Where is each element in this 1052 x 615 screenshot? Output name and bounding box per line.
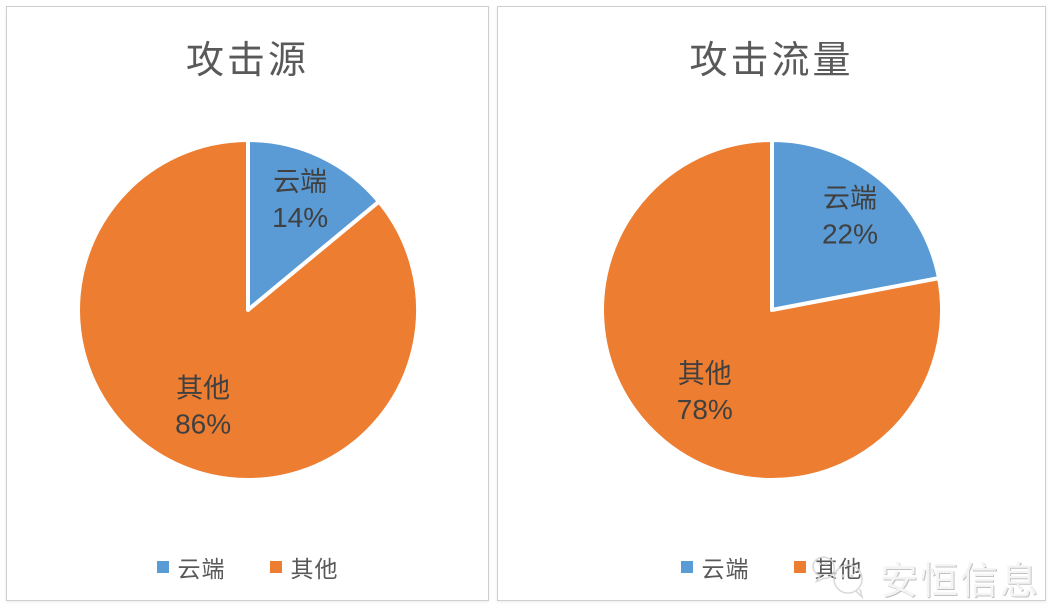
chart-legend: 云端 其他: [498, 550, 1045, 584]
pie-slice-cloud: [769, 138, 941, 312]
pie-chart-attack-traffic: 云端 22% 其他 78%: [599, 138, 944, 482]
slice-label-other: 其他 78%: [676, 359, 732, 425]
legend-label: 云端: [701, 557, 750, 582]
legend-swatch: [680, 561, 693, 573]
legend-label: 其他: [290, 557, 339, 582]
chart-panel-attack-traffic: 攻击流量 云端 22% 其他 78% 云端 其他: [497, 6, 1046, 601]
legend-item-cloud: 云端: [680, 550, 750, 584]
pie-slice-other: [75, 138, 420, 482]
legend-swatch: [156, 561, 169, 573]
legend-label: 云端: [177, 557, 226, 582]
legend-label: 其他: [814, 557, 863, 582]
slice-label-cloud: 云端 22%: [821, 184, 877, 250]
legend-item-cloud: 云端: [156, 550, 226, 584]
pie-slice-other: [599, 138, 944, 482]
chart-title-attack-traffic: 攻击流量: [689, 40, 854, 82]
legend-swatch: [269, 561, 282, 573]
legend-swatch: [793, 561, 806, 573]
legend-item-other: 其他: [269, 550, 339, 584]
pie-slice-cloud: [245, 138, 381, 312]
slice-label-cloud: 云端 14%: [272, 167, 328, 233]
chart-title-attack-source: 攻击源: [185, 40, 309, 82]
legend-item-other: 其他: [793, 550, 863, 584]
chart-legend: 云端 其他: [7, 550, 488, 584]
pie-chart-attack-source: 云端 14% 其他 86%: [75, 138, 420, 482]
chart-panel-attack-source: 攻击源 云端 14% 其他 86% 云端 其他: [6, 6, 489, 601]
slice-label-other: 其他 86%: [175, 373, 231, 439]
